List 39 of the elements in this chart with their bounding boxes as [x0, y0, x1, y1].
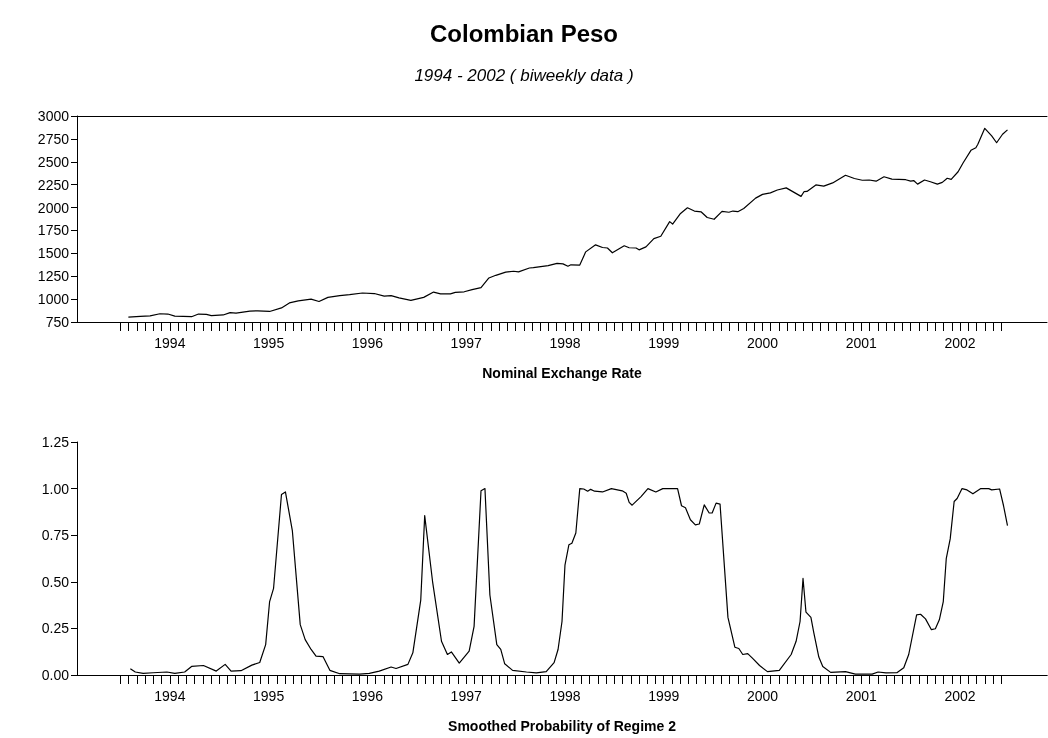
y-tick-label: 0.25	[41, 620, 70, 637]
y-tick-label: 3000	[37, 108, 70, 124]
y-tick-label: 1500	[37, 245, 70, 262]
y-tick-label: 1000	[37, 291, 70, 308]
y-tick-label: 2000	[37, 199, 70, 216]
x-tick-label: 2002	[944, 335, 976, 351]
x-axis-title: Nominal Exchange Rate	[482, 365, 642, 381]
line-series	[127, 127, 1009, 318]
x-tick-label: 1997	[450, 688, 482, 704]
x-tick-label: 1996	[351, 688, 384, 704]
y-tick-label: 0.00	[41, 667, 70, 683]
x-tick-label: 1998	[549, 335, 581, 351]
y-tick-label: 1250	[37, 268, 70, 285]
y-tick-label: 2500	[37, 153, 70, 170]
x-tick-label: 2002	[944, 688, 976, 704]
x-tick-label: 2000	[746, 335, 779, 351]
chart-title: Colombian Peso	[429, 19, 619, 47]
y-tick-label: 1.00	[41, 480, 70, 497]
x-tick-label: 1997	[450, 335, 482, 351]
x-tick-label: 1995	[253, 688, 285, 704]
x-tick-label: 1996	[351, 335, 384, 351]
y-tick-label: 1.25	[41, 434, 70, 450]
x-tick-label: 1994	[154, 688, 186, 704]
x-axis-title: Smoothed Probability of Regime 2	[448, 718, 677, 734]
x-tick-label: 1998	[549, 688, 581, 704]
x-tick-label: 2000	[746, 688, 779, 704]
x-tick-label: 2001	[845, 688, 878, 704]
y-tick-label: 2750	[37, 130, 70, 147]
chart-subtitle: 1994 - 2002 ( biweekly data )	[414, 66, 634, 85]
x-tick-label: 1994	[154, 335, 186, 351]
y-tick-label: 0.75	[41, 527, 70, 544]
y-tick-label: 1750	[37, 222, 70, 239]
y-tick-label: 750	[45, 314, 70, 330]
x-tick-label: 1995	[253, 335, 285, 351]
y-tick-label: 0.50	[41, 573, 70, 590]
x-tick-label: 1999	[648, 688, 680, 704]
x-tick-label: 2001	[845, 335, 878, 351]
x-tick-label: 1999	[648, 335, 680, 351]
y-tick-label: 2250	[37, 176, 70, 193]
